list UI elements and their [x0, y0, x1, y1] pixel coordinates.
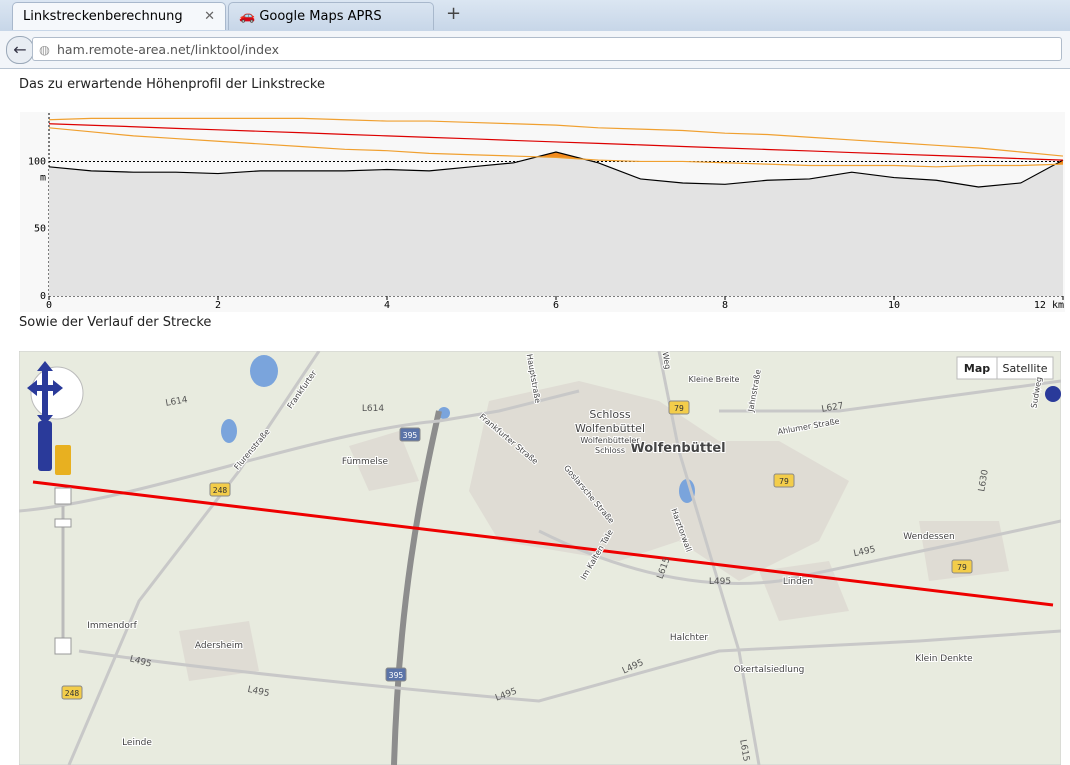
heading: Das zu erwartende Höhenprofil der Linkst… — [19, 77, 325, 92]
terrain-line — [48, 151, 1064, 188]
new-tab-button[interactable]: + — [446, 3, 462, 24]
place-label: Immendorf — [87, 621, 137, 631]
tab[interactable]: Linkstreckenberechnung ✕ — [12, 2, 226, 30]
close-icon[interactable]: ✕ — [204, 9, 215, 24]
map-type-button[interactable]: Satellite — [1002, 362, 1047, 375]
terrain-area — [49, 152, 1063, 296]
fresnel-upper — [48, 117, 1064, 157]
place-label: Leinde — [122, 738, 152, 748]
road-shield — [209, 482, 231, 497]
y-tick-label: 0 — [40, 291, 46, 302]
x-tick-label: 10 — [888, 300, 900, 311]
place-label: Schloss — [589, 408, 631, 421]
tab-title: Linkstreckenberechnung — [23, 9, 183, 24]
map[interactable]: WolfenbüttelSchlossWolfenbüttelWolfenbüt… — [19, 351, 1061, 765]
x-tick-label: 12 km — [1034, 300, 1064, 311]
map-type-button[interactable]: Map — [964, 362, 990, 375]
back-button[interactable]: ← — [6, 36, 34, 64]
place-label: Okertalsiedlung — [734, 665, 805, 675]
heading: Sowie der Verlauf der Strecke — [19, 315, 212, 330]
road-shield-label: 79 — [779, 477, 789, 486]
road-shield-label: 395 — [403, 431, 418, 440]
water — [221, 355, 695, 503]
road-label: L495 — [247, 685, 271, 699]
road-shield-label: 248 — [65, 689, 80, 698]
road-label: L630 — [977, 469, 991, 493]
y-axis-label: m — [40, 172, 46, 183]
elevation-chart: 0 50 100 m 0 2 4 6 8 10 12 km — [20, 112, 1065, 312]
link-path — [32, 480, 1054, 607]
road-shield — [61, 685, 83, 700]
nav-bar: ← ◍ ham.remote-area.net/linktool/index — [0, 31, 1070, 69]
road-shield — [385, 667, 407, 682]
place-label: Klein Denkte — [915, 654, 973, 664]
place-label: Schloss — [595, 446, 625, 455]
fresnel-lower — [48, 127, 1064, 168]
place-label: Wendessen — [903, 532, 954, 542]
tab-icon: 🚗 — [239, 9, 260, 24]
pan-control[interactable] — [27, 361, 84, 425]
road-shield-label: 79 — [674, 404, 684, 413]
x-tick-label: 4 — [384, 300, 390, 311]
place-label: Weg — [661, 351, 673, 370]
place-label: Wolfenbüttel — [630, 441, 725, 456]
place-label: Wolfenbüttel — [575, 422, 645, 435]
road-label: L495 — [853, 545, 877, 559]
road-shield — [668, 400, 690, 415]
road-label: L495 — [709, 577, 731, 587]
globe-icon: ◍ — [39, 42, 50, 57]
place-label: Halchter — [670, 633, 709, 643]
tab-title: Google Maps APRS — [259, 9, 382, 24]
place-label: Wolfenbütteler — [580, 436, 640, 445]
place-label: Linden — [783, 577, 813, 587]
zoom-control[interactable] — [38, 386, 1061, 655]
road-shield-label: 79 — [957, 563, 967, 572]
y-tick-label: 100 — [28, 156, 46, 167]
tab-bar: Linkstreckenberechnung ✕ 🚗 Google Maps AP… — [0, 0, 1070, 32]
road-label: L614 — [362, 404, 384, 414]
url-bar[interactable]: ◍ ham.remote-area.net/linktool/index — [32, 37, 1062, 61]
place-label: Fümmelse — [342, 457, 389, 467]
place-label: Kleine Breite — [689, 375, 740, 384]
x-tick-label: 6 — [553, 300, 559, 311]
road-shield-label: 248 — [213, 486, 228, 495]
x-tick-label: 0 — [46, 300, 52, 311]
road-label: L615 — [737, 739, 751, 763]
line-of-sight — [48, 123, 1064, 161]
y-tick-label: 50 — [34, 224, 46, 235]
x-tick-label: 2 — [215, 300, 221, 311]
road-label: L627 — [821, 401, 845, 415]
map-type-control[interactable] — [956, 356, 1054, 380]
tab[interactable]: 🚗 Google Maps APRS — [228, 2, 434, 30]
x-tick-label: 8 — [722, 300, 728, 311]
place-label: Adersheim — [195, 641, 243, 651]
road-shield-label: 395 — [389, 671, 404, 680]
road-shield — [773, 473, 795, 488]
road-shield — [399, 427, 421, 442]
url: ham.remote-area.net/linktool/index — [57, 42, 279, 57]
road-shield — [951, 559, 973, 574]
road-label: L614 — [165, 395, 189, 409]
